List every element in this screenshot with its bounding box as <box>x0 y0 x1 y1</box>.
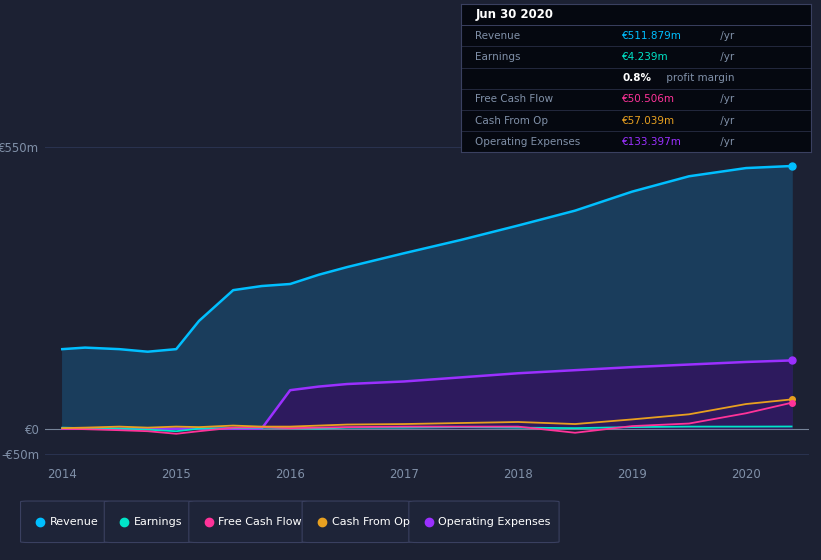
Text: Free Cash Flow: Free Cash Flow <box>475 94 553 104</box>
Text: Cash From Op: Cash From Op <box>475 115 548 125</box>
Text: Revenue: Revenue <box>50 517 99 527</box>
FancyBboxPatch shape <box>302 501 411 543</box>
Text: 0.8%: 0.8% <box>622 73 651 83</box>
Text: Cash From Op: Cash From Op <box>332 517 410 527</box>
Text: Revenue: Revenue <box>475 31 521 41</box>
Text: /yr: /yr <box>717 115 734 125</box>
Text: €50.506m: €50.506m <box>622 94 676 104</box>
Text: /yr: /yr <box>717 137 734 147</box>
FancyBboxPatch shape <box>21 501 109 543</box>
Text: Operating Expenses: Operating Expenses <box>438 517 551 527</box>
FancyBboxPatch shape <box>189 501 308 543</box>
Text: profit margin: profit margin <box>663 73 734 83</box>
Text: /yr: /yr <box>717 31 734 41</box>
Text: /yr: /yr <box>717 52 734 62</box>
FancyBboxPatch shape <box>409 501 559 543</box>
Text: Operating Expenses: Operating Expenses <box>475 137 580 147</box>
Text: Earnings: Earnings <box>475 52 521 62</box>
Text: €511.879m: €511.879m <box>622 31 682 41</box>
Text: €57.039m: €57.039m <box>622 115 676 125</box>
Text: /yr: /yr <box>717 94 734 104</box>
Text: €4.239m: €4.239m <box>622 52 669 62</box>
Text: Jun 30 2020: Jun 30 2020 <box>475 8 553 21</box>
FancyBboxPatch shape <box>104 501 193 543</box>
Text: Free Cash Flow: Free Cash Flow <box>218 517 302 527</box>
Text: Earnings: Earnings <box>134 517 182 527</box>
Text: €133.397m: €133.397m <box>622 137 682 147</box>
